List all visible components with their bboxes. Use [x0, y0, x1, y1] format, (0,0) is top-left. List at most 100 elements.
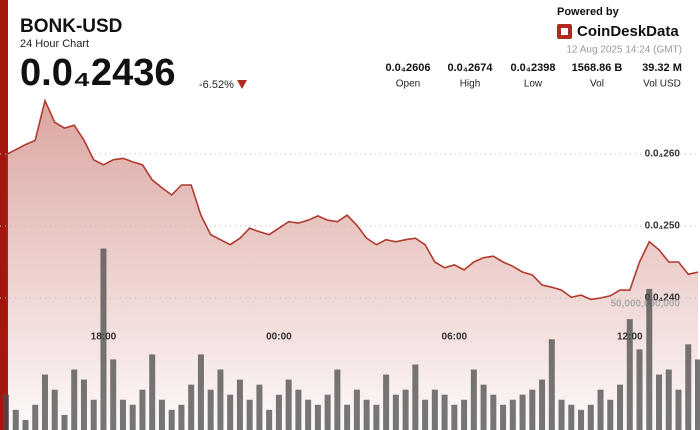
- volume-bar: [539, 379, 546, 430]
- stat-value: 1568.86 B: [572, 62, 623, 74]
- volume-bar: [363, 399, 370, 430]
- volume-bar: [80, 379, 87, 430]
- price: 0.0₄2436: [20, 52, 175, 94]
- volume-bar: [480, 384, 487, 430]
- volume-bar: [324, 394, 331, 430]
- volume-bar: [568, 404, 575, 430]
- powered-by: Powered by: [557, 6, 620, 18]
- volume-bar: [685, 344, 692, 430]
- volume-bar: [149, 354, 156, 430]
- stat-value: 0.0₄2606: [385, 62, 430, 74]
- volume-bar: [626, 319, 633, 430]
- volume-bar: [139, 389, 146, 430]
- timestamp: 12 Aug 2025 14:24 (GMT): [566, 45, 682, 56]
- volume-bar: [285, 379, 292, 430]
- volume-bar: [119, 399, 126, 430]
- stat-value: 0.0₄2398: [510, 62, 555, 74]
- volume-bar: [597, 389, 604, 430]
- volume-bar: [529, 389, 536, 430]
- down-arrow: [237, 80, 247, 89]
- volume-bar: [422, 399, 429, 430]
- volume-bar: [12, 409, 19, 430]
- volume-bar: [266, 409, 273, 430]
- volume-bar: [334, 369, 341, 430]
- volume-bar: [353, 389, 360, 430]
- volume-bar: [188, 384, 195, 430]
- stat-label: Open: [396, 79, 420, 90]
- volume-bar: [197, 354, 204, 430]
- volume-bar: [470, 369, 477, 430]
- volume-bar: [558, 399, 565, 430]
- volume-bar: [246, 399, 253, 430]
- volume-bar: [675, 389, 682, 430]
- volume-bar: [519, 394, 526, 430]
- stat-label: Low: [524, 79, 543, 90]
- volume-bar: [383, 374, 390, 430]
- stat-value: 39.32 M: [642, 62, 682, 74]
- x-tick-label: 00:00: [266, 332, 292, 343]
- volume-bar: [227, 394, 234, 430]
- volume-bar: [305, 399, 312, 430]
- volume-bar: [344, 404, 351, 430]
- price-area: [6, 100, 698, 430]
- volume-bar: [61, 414, 68, 430]
- volume-bar: [3, 394, 9, 430]
- volume-bar: [207, 389, 214, 430]
- y2-tick-label: 50,000,000,000: [610, 299, 680, 310]
- x-tick-label: 06:00: [442, 332, 468, 343]
- volume-bar: [51, 389, 58, 430]
- volume-bar: [90, 399, 97, 430]
- plot: 0.0₄240 0.0₄250 0.0₄260 50,000,000,000 18:00…: [0, 98, 700, 430]
- volume-bar: [636, 349, 643, 430]
- volume-bar: [617, 384, 624, 430]
- volume-bar: [587, 404, 594, 430]
- stat-label: High: [460, 79, 481, 90]
- price-line: [5, 98, 699, 301]
- accent-bar: [0, 0, 8, 430]
- y-tick-label: 0.0₄240: [645, 293, 681, 304]
- volume-bar: [392, 394, 399, 430]
- volume-bar: [71, 369, 78, 430]
- title: BONK-USD: [20, 16, 122, 37]
- change: -6.52%: [199, 79, 234, 91]
- volume-bar: [373, 404, 380, 430]
- volume-bar: [412, 364, 419, 430]
- stat-value: 0.0₄2674: [447, 62, 493, 74]
- volume-bar: [256, 384, 263, 430]
- volume-bar: [275, 394, 282, 430]
- brand: CoinDeskData: [577, 23, 679, 40]
- y-tick-label: 0.0₄250: [645, 221, 681, 232]
- stat-label: Vol USD: [643, 79, 681, 90]
- volume-bar: [490, 394, 497, 430]
- volume-bar: [110, 359, 117, 430]
- volume-bar: [646, 288, 653, 430]
- volume-bar: [431, 389, 438, 430]
- x-tick-label: 18:00: [91, 332, 117, 343]
- volume-bar: [607, 399, 614, 430]
- volume-bar: [578, 409, 585, 430]
- volume-bar: [402, 389, 409, 430]
- subtitle: 24 Hour Chart: [20, 38, 89, 50]
- volume-bar: [665, 369, 672, 430]
- volume-bar: [129, 404, 136, 430]
- y-tick-label: 0.0₄260: [645, 149, 681, 160]
- volume-bar: [22, 419, 29, 430]
- volume-bar: [41, 374, 48, 430]
- volume-bar: [236, 379, 243, 430]
- volume-bar: [695, 359, 700, 430]
- volume-bar: [158, 399, 165, 430]
- volume-bar: [314, 404, 321, 430]
- volume-bar: [500, 404, 507, 430]
- volume-bar: [548, 339, 555, 430]
- logo-icon-inner: [561, 28, 568, 35]
- volume-bar: [451, 404, 458, 430]
- logo: [557, 24, 572, 39]
- volume-bar: [168, 409, 175, 430]
- x-tick-label: 12:00: [617, 332, 643, 343]
- volume-bar: [441, 394, 448, 430]
- stat-label: Vol: [590, 79, 604, 90]
- volume-bar: [178, 404, 185, 430]
- volume-bar: [217, 369, 224, 430]
- volume-bar: [32, 404, 39, 430]
